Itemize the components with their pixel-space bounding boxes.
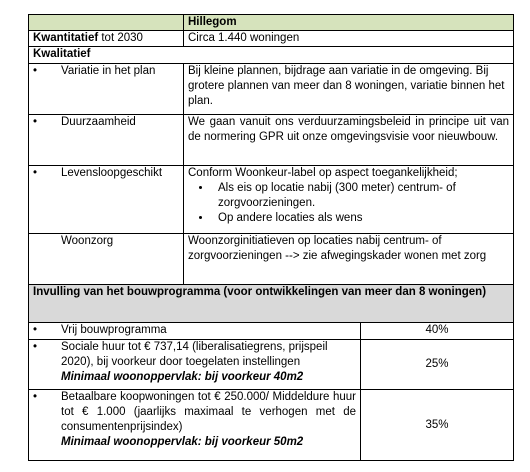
program-text: Sociale huur tot € 737,14 (liberalisatie… xyxy=(61,341,328,368)
qualitative-row: Variatie in het plan Bij kleine plannen,… xyxy=(28,63,514,115)
qualitative-row: Woonzorg Woonzorginitiatieven op locatie… xyxy=(28,233,514,285)
quantitative-label-suffix: tot 2030 xyxy=(98,32,143,44)
qualitative-text: We gaan vanuit ons verduurzamingsbeleid … xyxy=(183,114,514,166)
quantitative-label: Kwantitatief xyxy=(33,32,99,44)
qualitative-label: Duurzaamheid xyxy=(28,114,184,166)
quantitative-row: Kwantitatief tot 2030 Circa 1.440 woning… xyxy=(28,30,514,47)
program-text: Betaalbare koopwoningen tot € 250.000/ M… xyxy=(61,391,356,433)
program-share: 35% xyxy=(360,389,514,461)
qualitative-text: Woonzorginitiatieven op locaties nabij c… xyxy=(183,233,514,285)
program-cell: Sociale huur tot € 737,14 (liberalisatie… xyxy=(28,339,361,390)
qualitative-cell: Conform Woonkeur-label op aspect toegank… xyxy=(183,165,514,234)
program-share: 40% xyxy=(360,322,514,340)
qualitative-text: Bij kleine plannen, bijdrage aan variati… xyxy=(183,63,514,115)
program-note: Minimaal woonoppervlak: bij voorkeur 40m… xyxy=(61,371,304,383)
sub-item: Op andere locaties als wens xyxy=(212,211,509,226)
sub-item: Als eis op locatie nabij (300 meter) cen… xyxy=(212,181,509,211)
program-title-row: Invulling van het bouwprogramma (voor on… xyxy=(28,284,514,323)
program-title: Invulling van het bouwprogramma (voor on… xyxy=(28,284,514,323)
program-note: Minimaal woonoppervlak: bij voorkeur 50m… xyxy=(61,436,304,448)
qualitative-label: Woonzorg xyxy=(28,233,184,285)
qualitative-title: Kwalitatief xyxy=(28,46,514,64)
program-row: Betaalbare koopwoningen tot € 250.000/ M… xyxy=(28,389,514,461)
program-row: Vrij bouwprogramma 40% xyxy=(28,322,514,340)
program-text: Vrij bouwprogramma xyxy=(28,322,361,340)
qualitative-row: Levensloopgeschikt Conform Woonkeur-labe… xyxy=(28,165,514,234)
qualitative-label: Variatie in het plan xyxy=(28,63,184,115)
qualitative-title-row: Kwalitatief xyxy=(28,46,514,64)
header-empty-cell xyxy=(28,14,184,31)
program-cell: Betaalbare koopwoningen tot € 250.000/ M… xyxy=(28,389,361,461)
program-share: 25% xyxy=(360,339,514,390)
program-row: Sociale huur tot € 737,14 (liberalisatie… xyxy=(28,339,514,390)
quantitative-label-cell: Kwantitatief tot 2030 xyxy=(28,30,184,47)
sub-list: Als eis op locatie nabij (300 meter) cen… xyxy=(188,181,509,226)
header-title: Hillegom xyxy=(183,14,514,31)
qualitative-row: Duurzaamheid We gaan vanuit ons verduurz… xyxy=(28,114,514,166)
qualitative-text: Conform Woonkeur-label op aspect toegank… xyxy=(188,167,458,179)
header-row: Hillegom xyxy=(28,14,514,31)
quantitative-value: Circa 1.440 woningen xyxy=(183,30,514,47)
table: Hillegom Kwantitatief tot 2030 Circa 1.4… xyxy=(28,14,514,461)
qualitative-label: Levensloopgeschikt xyxy=(28,165,184,234)
